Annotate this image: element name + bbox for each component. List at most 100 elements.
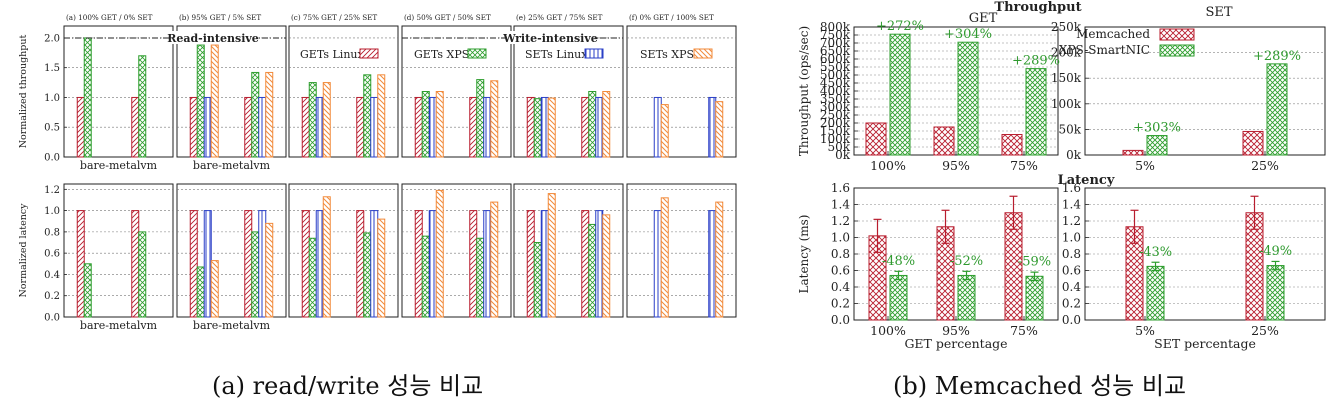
- legend-swatch: [467, 48, 487, 59]
- y-tick-label: 450k: [820, 76, 851, 90]
- y-tick-label: 1.4: [1062, 198, 1081, 212]
- y-tick-label: 0.6: [831, 264, 850, 278]
- bar-xps-smartnic: [1266, 63, 1288, 156]
- y-tick-label: 0.6: [44, 249, 60, 260]
- bar-sets-linux: [595, 96, 604, 158]
- bar-xps-smartnic: [889, 33, 911, 156]
- write-intensive-bracket-label-bg: [506, 31, 595, 44]
- bar-sets-linux: [708, 96, 717, 158]
- legend-swatch: [693, 48, 713, 59]
- legend-label: XPS-SmartNIC: [1059, 43, 1150, 57]
- bar-gets-xps: [421, 235, 430, 318]
- caption-right: (b) Memcached 성능 비교: [893, 372, 1187, 400]
- bar-sets-linux: [315, 96, 324, 158]
- bar-sets-linux: [540, 96, 549, 158]
- bar-gets-linux: [356, 96, 365, 158]
- legend-a: GETs Linux GETs XPS SETs Linux SETs XPS: [300, 48, 713, 61]
- bar-gets-linux: [526, 96, 535, 158]
- plot-frame: [626, 25, 737, 158]
- bar-gets-xps: [588, 91, 597, 158]
- legend-swatch: [359, 48, 379, 59]
- y-tick-label: 200k: [1051, 46, 1082, 60]
- bar-sets-linux: [370, 96, 379, 158]
- x-category-label: bare-metalvm: [193, 159, 271, 172]
- y-axis-label: Normalized latency: [18, 203, 29, 298]
- subchart-a-throughput-1: (b) 95% GET / 5% SET bare-metalvm: [176, 13, 287, 172]
- bar-gets-linux: [76, 210, 85, 318]
- y-tick-label: 2.0: [44, 33, 60, 44]
- subchart-title: (b) 95% GET / 5% SET: [179, 13, 261, 22]
- bar-gets-linux: [356, 210, 365, 318]
- percent-annotation: -48%: [882, 254, 915, 269]
- y-tick-label: 300k: [820, 100, 851, 114]
- plot-frame: [401, 183, 512, 318]
- y-tick-label: 100k: [820, 132, 851, 146]
- y-tick-label: 0.0: [44, 153, 60, 164]
- bar-gets-linux: [414, 210, 423, 318]
- bar-memcached: [933, 126, 955, 156]
- bar-sets-xps: [715, 201, 724, 318]
- x-axis-label: GET percentage: [904, 336, 1007, 351]
- plot-frame: [288, 25, 399, 158]
- y-tick-label: 700k: [820, 36, 851, 50]
- plot-frame: [63, 183, 174, 318]
- subchart-title: (e) 25% GET / 75% SET: [516, 13, 603, 22]
- bar-sets-linux: [653, 210, 662, 318]
- bar-memcached: [1001, 134, 1023, 156]
- bar-memcached: [1242, 130, 1264, 156]
- y-tick-label: 500k: [820, 68, 851, 82]
- legend-label: SETs XPS: [640, 48, 694, 61]
- bar-sets-linux: [258, 210, 267, 318]
- legend-label: GETs XPS: [414, 48, 469, 61]
- y-tick-label: 1.0: [1062, 231, 1081, 245]
- subchart-b-1: 0k 50k 100k 150k 200k 250k 5% +303% 25% +289%: [1051, 20, 1326, 173]
- subchart-a-latency-4: [513, 183, 624, 318]
- y-tick-label: 50k: [827, 140, 850, 154]
- y-tick-label: 0.8: [1062, 247, 1081, 261]
- x-category-label: bare-metalvm: [193, 319, 271, 332]
- bar-xps-smartnic: [1146, 135, 1168, 156]
- bar-gets-xps: [308, 82, 317, 158]
- y-tick-label: 0.0: [44, 313, 60, 324]
- bar-gets-xps: [363, 74, 372, 158]
- x-category-label: 25%: [1251, 323, 1279, 338]
- bar-gets-linux: [301, 96, 310, 158]
- y-tick-label: 650k: [820, 44, 851, 58]
- bar-xps-smartnic: [1025, 275, 1044, 321]
- plot-frame: [63, 25, 174, 158]
- bar-gets-xps: [308, 237, 317, 318]
- bar-sets-xps: [490, 201, 499, 318]
- subchart-title: (f) 0% GET / 100% SET: [629, 13, 714, 22]
- plot-frame: [513, 183, 624, 318]
- percent-annotation: +289%: [1012, 54, 1060, 69]
- bar-gets-xps: [83, 263, 92, 318]
- bar-sets-xps: [322, 82, 331, 158]
- bar-gets-linux: [301, 210, 310, 318]
- y-tick-label: 1.0: [44, 93, 60, 104]
- y-tick-label: 750k: [820, 28, 851, 42]
- subchart-a-latency-5: [626, 183, 737, 318]
- y-tick-label: 1.6: [1062, 181, 1081, 195]
- bar-sets-linux: [595, 210, 604, 318]
- x-category-label: 100%: [870, 323, 906, 338]
- subchart-a-latency-2: [288, 183, 399, 318]
- read-intensive-bracket-label-bg: [169, 31, 257, 44]
- bar-sets-xps: [547, 97, 556, 158]
- bar-xps-smartnic: [1266, 265, 1285, 321]
- y-tick-label: 1.2: [1062, 214, 1081, 228]
- bar-sets-xps: [660, 197, 669, 318]
- group-brackets: Read-intensive Write-intensive: [63, 31, 624, 45]
- bar-gets-linux: [189, 210, 198, 318]
- x-category-label: 25%: [1251, 158, 1279, 173]
- bar-gets-linux: [414, 96, 423, 158]
- bar-sets-xps: [265, 71, 274, 158]
- bar-gets-linux: [581, 96, 590, 158]
- legend-swatch: [584, 48, 604, 59]
- subchart-title: (d) 50% GET / 50% SET: [404, 13, 491, 22]
- bar-sets-xps: [660, 104, 669, 158]
- subchart-b-0: 0k50k100k150k200k250k300k350k400k450k500…: [797, 19, 1060, 173]
- percent-annotation: +289%: [1253, 49, 1301, 64]
- bar-gets-xps: [363, 232, 372, 318]
- y-tick-label: 0.4: [831, 280, 850, 294]
- bar-xps-smartnic: [1146, 265, 1165, 321]
